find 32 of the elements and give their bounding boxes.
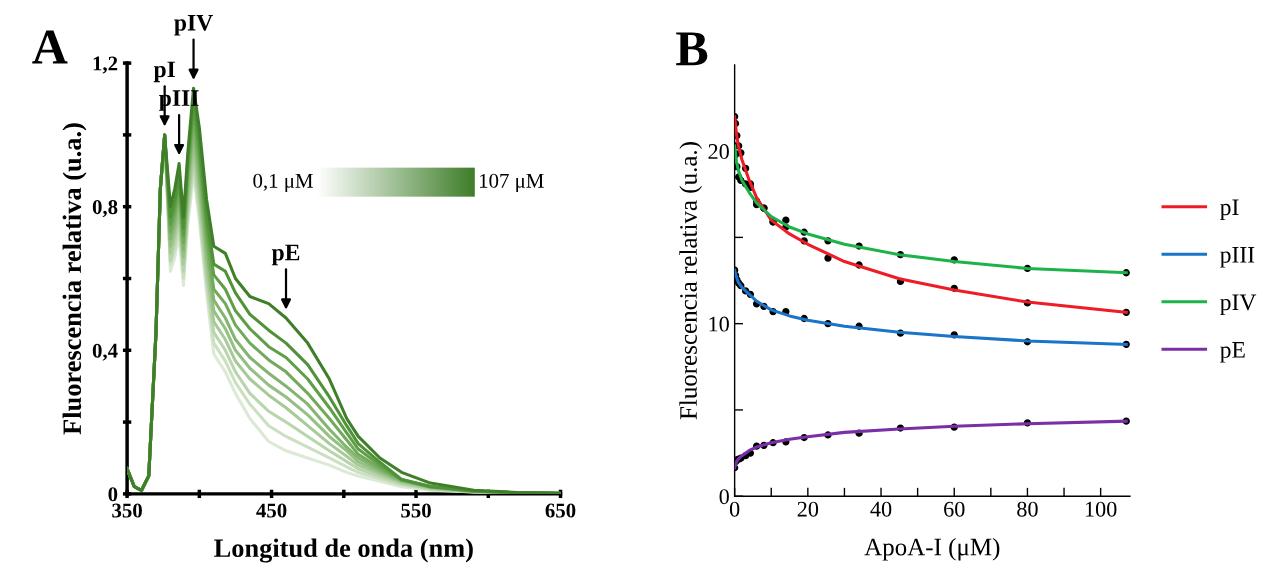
y-tick-label: 20 (708, 144, 729, 160)
y-axis-title: Fluorescencia relativa (u.a.) (679, 142, 702, 420)
legend-label: pI (1220, 199, 1239, 221)
x-axis-title: ApoA-I (μM) (864, 537, 1000, 561)
legend-label: pE (1220, 342, 1245, 363)
x-tick-label: 80 (1017, 501, 1038, 517)
x-tick-label: 550 (401, 503, 431, 518)
annotation: 107 μM (480, 173, 544, 193)
legend-label: pIV (1220, 294, 1257, 316)
y-tick-label: 0,8 (92, 200, 118, 218)
y-axis-title: Fluorescencia relativa (u.a.) (62, 123, 87, 435)
y-tick-label: 0,4 (92, 343, 118, 361)
x-tick-label: 60 (944, 501, 965, 517)
chart-title: A (32, 30, 68, 64)
annotation: 0,1 μM (253, 173, 313, 193)
x-tick-label: 650 (545, 503, 576, 518)
legend-label: pIII (1220, 247, 1255, 268)
y-tick-label: 0 (108, 487, 118, 502)
annotation: pIV (174, 14, 213, 36)
x-tick-label: 20 (797, 501, 819, 517)
x-axis-title: Longitud de onda (nm) (214, 538, 473, 563)
chart-title: B (676, 32, 708, 66)
x-tick-label: 0 (729, 501, 740, 517)
x-tick-label: 350 (112, 503, 142, 518)
x-tick-label: 450 (256, 503, 287, 518)
y-tick-label: 1,2 (93, 56, 118, 74)
annotation: pI (153, 61, 176, 83)
y-tick-label: 0 (719, 489, 729, 505)
x-tick-label: 100 (1085, 501, 1117, 517)
annotation: pE (271, 244, 300, 266)
y-tick-label: 10 (709, 316, 729, 332)
x-tick-label: 40 (870, 501, 892, 517)
